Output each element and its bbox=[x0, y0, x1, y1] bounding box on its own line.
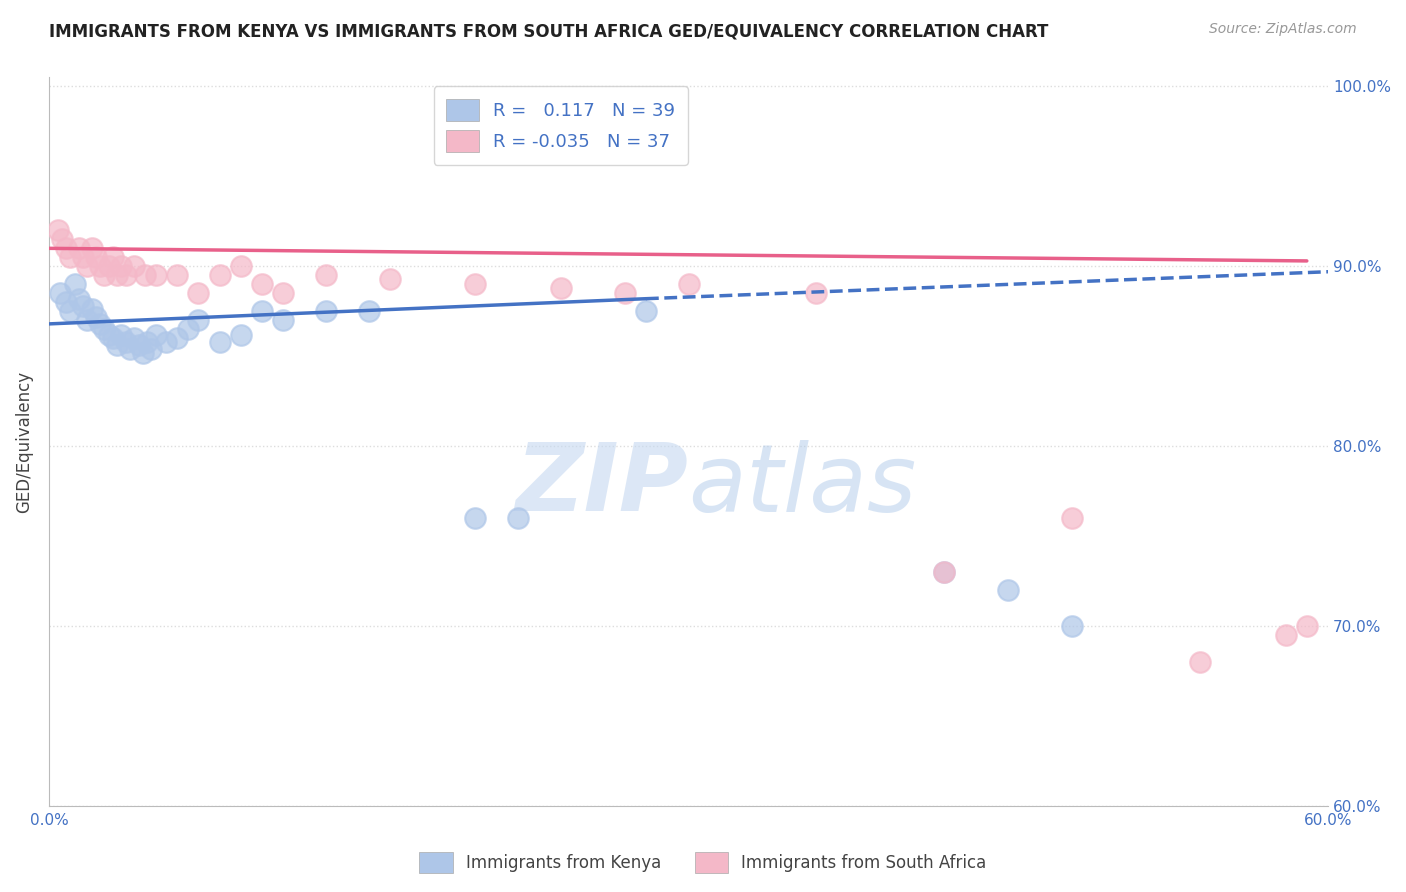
Y-axis label: GED/Equivalency: GED/Equivalency bbox=[15, 371, 32, 513]
Point bbox=[208, 334, 231, 349]
Point bbox=[89, 317, 111, 331]
Point bbox=[46, 223, 69, 237]
Point bbox=[132, 345, 155, 359]
Point bbox=[136, 334, 159, 349]
Point bbox=[464, 277, 486, 292]
Point bbox=[1274, 628, 1296, 642]
Point bbox=[145, 327, 167, 342]
Point bbox=[464, 511, 486, 525]
Point bbox=[59, 250, 82, 264]
Point bbox=[80, 302, 103, 317]
Point bbox=[110, 327, 132, 342]
Point bbox=[118, 342, 141, 356]
Point bbox=[678, 277, 700, 292]
Point bbox=[934, 565, 956, 579]
Point bbox=[76, 313, 98, 327]
Point bbox=[114, 268, 136, 283]
Point bbox=[63, 277, 86, 292]
Point bbox=[141, 342, 163, 356]
Point bbox=[315, 268, 337, 283]
Point bbox=[176, 322, 198, 336]
Point bbox=[93, 268, 115, 283]
Point bbox=[105, 338, 128, 352]
Point bbox=[166, 268, 188, 283]
Point bbox=[48, 286, 70, 301]
Point bbox=[315, 304, 337, 318]
Point bbox=[72, 250, 94, 264]
Point bbox=[89, 260, 111, 274]
Point bbox=[934, 565, 956, 579]
Point bbox=[613, 286, 636, 301]
Point bbox=[208, 268, 231, 283]
Point bbox=[187, 313, 209, 327]
Point bbox=[55, 295, 77, 310]
Point bbox=[80, 241, 103, 255]
Point bbox=[84, 310, 107, 324]
Point bbox=[273, 313, 295, 327]
Point bbox=[134, 268, 156, 283]
Legend: R =   0.117   N = 39, R = -0.035   N = 37: R = 0.117 N = 39, R = -0.035 N = 37 bbox=[433, 87, 688, 165]
Point bbox=[378, 272, 401, 286]
Point bbox=[122, 331, 145, 345]
Point bbox=[97, 260, 120, 274]
Point bbox=[145, 268, 167, 283]
Point bbox=[1189, 655, 1212, 669]
Point bbox=[76, 260, 98, 274]
Point bbox=[1062, 511, 1084, 525]
Point bbox=[128, 338, 150, 352]
Point bbox=[634, 304, 657, 318]
Point bbox=[101, 250, 124, 264]
Point bbox=[72, 299, 94, 313]
Point bbox=[1295, 619, 1317, 633]
Point bbox=[1062, 619, 1084, 633]
Text: ZIP: ZIP bbox=[516, 440, 689, 532]
Point bbox=[55, 241, 77, 255]
Point bbox=[166, 331, 188, 345]
Point bbox=[229, 327, 252, 342]
Point bbox=[59, 304, 82, 318]
Point bbox=[110, 260, 132, 274]
Point bbox=[273, 286, 295, 301]
Legend: Immigrants from Kenya, Immigrants from South Africa: Immigrants from Kenya, Immigrants from S… bbox=[413, 846, 993, 880]
Point bbox=[997, 583, 1019, 598]
Point bbox=[229, 260, 252, 274]
Point bbox=[93, 322, 115, 336]
Text: atlas: atlas bbox=[689, 440, 917, 531]
Point bbox=[155, 334, 177, 349]
Point bbox=[357, 304, 380, 318]
Point bbox=[806, 286, 828, 301]
Point bbox=[114, 334, 136, 349]
Point bbox=[250, 304, 273, 318]
Point bbox=[101, 331, 124, 345]
Point bbox=[67, 241, 90, 255]
Point bbox=[506, 511, 529, 525]
Point bbox=[122, 260, 145, 274]
Point bbox=[250, 277, 273, 292]
Point bbox=[51, 232, 73, 246]
Text: IMMIGRANTS FROM KENYA VS IMMIGRANTS FROM SOUTH AFRICA GED/EQUIVALENCY CORRELATIO: IMMIGRANTS FROM KENYA VS IMMIGRANTS FROM… bbox=[49, 22, 1049, 40]
Text: Source: ZipAtlas.com: Source: ZipAtlas.com bbox=[1209, 22, 1357, 37]
Point bbox=[84, 250, 107, 264]
Point bbox=[187, 286, 209, 301]
Point bbox=[550, 281, 572, 295]
Point bbox=[67, 292, 90, 306]
Point bbox=[105, 268, 128, 283]
Point bbox=[97, 327, 120, 342]
